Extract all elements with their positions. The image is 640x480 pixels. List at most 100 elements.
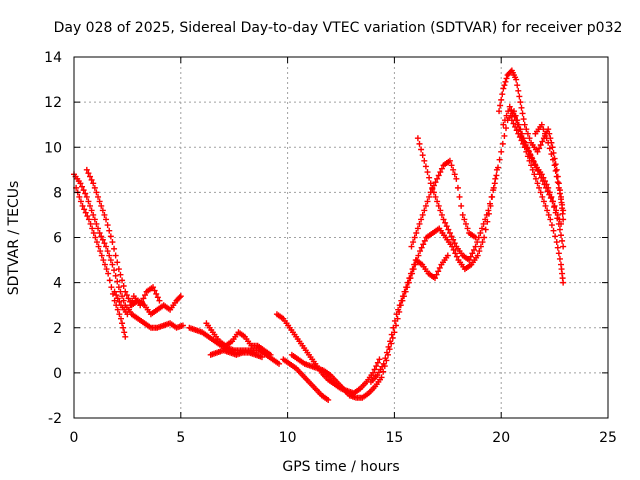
data-point bbox=[87, 202, 94, 209]
data-point bbox=[85, 216, 92, 223]
data-point bbox=[419, 152, 426, 159]
data-point bbox=[480, 220, 487, 227]
data-point bbox=[108, 284, 115, 291]
data-point bbox=[418, 244, 425, 251]
y-tick-label: 8 bbox=[53, 185, 62, 201]
data-point bbox=[499, 140, 506, 147]
data-point bbox=[91, 184, 98, 191]
data-point bbox=[560, 279, 567, 286]
data-point bbox=[79, 202, 86, 209]
data-point bbox=[413, 229, 420, 236]
data-point bbox=[117, 271, 124, 278]
data-point bbox=[85, 198, 92, 205]
data-point bbox=[500, 85, 507, 92]
data-point bbox=[516, 93, 523, 100]
data-point bbox=[96, 229, 103, 236]
data-point bbox=[462, 220, 469, 227]
data-point bbox=[415, 252, 422, 259]
data-point bbox=[531, 161, 538, 168]
data-point bbox=[418, 216, 425, 223]
data-point bbox=[531, 171, 538, 178]
data-point bbox=[432, 193, 439, 200]
data-point bbox=[87, 220, 94, 227]
data-point bbox=[477, 243, 484, 250]
data-point bbox=[475, 234, 482, 241]
data-point bbox=[554, 179, 561, 186]
data-point bbox=[370, 369, 377, 376]
data-point bbox=[539, 138, 546, 145]
data-point bbox=[99, 236, 106, 243]
data-point bbox=[112, 252, 119, 259]
data-point bbox=[106, 227, 113, 234]
data-point bbox=[549, 198, 556, 205]
data-point bbox=[90, 229, 97, 236]
data-points bbox=[71, 67, 567, 403]
data-point bbox=[544, 188, 551, 195]
data-point bbox=[258, 354, 265, 361]
data-point bbox=[153, 290, 160, 297]
data-point bbox=[508, 117, 515, 124]
data-point bbox=[526, 135, 533, 142]
data-point bbox=[150, 284, 157, 291]
data-point bbox=[551, 204, 558, 211]
data-point bbox=[517, 99, 524, 106]
data-point bbox=[116, 298, 123, 305]
data-point bbox=[458, 202, 465, 209]
data-point bbox=[510, 120, 517, 127]
data-point bbox=[444, 252, 451, 259]
data-point bbox=[420, 241, 427, 248]
x-tick-label: 10 bbox=[279, 430, 297, 446]
data-point bbox=[541, 130, 548, 137]
data-point bbox=[100, 257, 107, 264]
data-point bbox=[93, 220, 100, 227]
data-point bbox=[113, 292, 120, 299]
data-point bbox=[552, 161, 559, 168]
data-point bbox=[95, 225, 102, 232]
y-tick-label: 10 bbox=[44, 140, 62, 156]
data-point bbox=[417, 248, 424, 255]
data-point bbox=[107, 233, 114, 240]
data-point bbox=[536, 145, 543, 152]
data-point bbox=[117, 315, 124, 322]
data-point bbox=[93, 239, 100, 246]
data-point bbox=[555, 220, 562, 227]
data-point bbox=[555, 184, 562, 191]
data-point bbox=[426, 174, 433, 181]
data-point bbox=[459, 211, 466, 218]
data-point bbox=[403, 284, 410, 291]
data-point bbox=[112, 272, 119, 279]
data-point bbox=[267, 351, 274, 358]
data-point bbox=[539, 193, 546, 200]
data-point bbox=[523, 148, 530, 155]
data-point bbox=[103, 243, 110, 250]
data-point bbox=[410, 239, 417, 246]
data-point bbox=[528, 154, 535, 161]
data-point bbox=[176, 294, 183, 301]
data-point bbox=[551, 162, 558, 169]
data-point bbox=[122, 288, 129, 295]
data-point bbox=[96, 198, 103, 205]
data-point bbox=[515, 87, 522, 94]
data-point bbox=[512, 123, 519, 130]
data-point bbox=[120, 324, 127, 331]
data-point bbox=[512, 112, 519, 119]
data-point bbox=[431, 275, 438, 282]
data-point bbox=[411, 234, 418, 241]
data-point bbox=[418, 146, 425, 153]
data-point bbox=[524, 153, 531, 160]
data-point bbox=[95, 243, 102, 250]
data-point bbox=[390, 324, 397, 331]
data-point bbox=[122, 333, 129, 340]
y-tick-label: 14 bbox=[44, 50, 62, 66]
data-point bbox=[120, 297, 127, 304]
data-point bbox=[103, 266, 110, 273]
data-point bbox=[445, 226, 452, 233]
data-point bbox=[82, 190, 89, 197]
data-point bbox=[515, 121, 522, 128]
data-point bbox=[559, 237, 566, 244]
x-tick-label: 15 bbox=[385, 430, 403, 446]
data-point bbox=[479, 239, 486, 246]
data-point bbox=[553, 239, 560, 246]
data-point bbox=[560, 243, 567, 250]
data-point bbox=[545, 211, 552, 218]
